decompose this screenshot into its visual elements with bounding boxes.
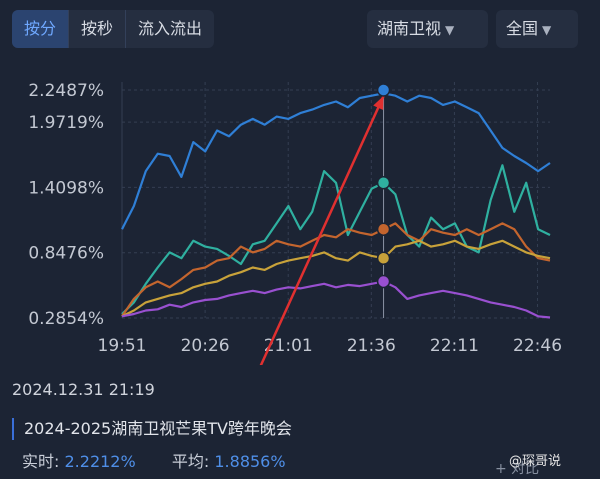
y-tick-label: 1.9719% bbox=[28, 113, 104, 133]
channel-select-label: 湖南卫视 bbox=[377, 19, 442, 38]
region-select-label: 全国 bbox=[506, 19, 539, 38]
x-tick-label: 19:51 bbox=[98, 336, 147, 356]
annotation-arrow bbox=[259, 95, 385, 365]
series-line-yellow bbox=[121, 239, 551, 318]
series-line-purple bbox=[121, 280, 551, 319]
x-tick-label: 22:46 bbox=[513, 336, 562, 356]
caret-down-icon: ▼ bbox=[445, 23, 455, 37]
channel-select[interactable]: 湖南卫视 ▼ bbox=[367, 10, 488, 48]
marker-orange bbox=[376, 222, 391, 236]
ratings-line-chart[interactable]: 2.2487% 1.9719% 1.4098% 0.8476% 0.2854% 19:5… bbox=[0, 60, 600, 365]
y-axis-ticks: 2.2487% 1.9719% 1.4098% 0.8476% 0.2854% bbox=[28, 81, 104, 329]
x-tick-label: 22:11 bbox=[430, 336, 479, 356]
tab-inflow-outflow[interactable]: 流入流出 bbox=[138, 19, 203, 38]
x-axis-ticks: 19:51 20:26 21:01 21:36 22:11 22:46 bbox=[98, 336, 563, 356]
marker-blue bbox=[376, 83, 391, 97]
realtime-label: 实时: bbox=[22, 452, 60, 471]
stats-row: 实时: 2.2212% 平均: 1.8856% bbox=[22, 448, 286, 472]
x-tick-label: 21:01 bbox=[264, 336, 313, 356]
compare-button[interactable]: + 对比 bbox=[495, 461, 540, 477]
arrow-head bbox=[373, 96, 384, 110]
series-line-blue bbox=[121, 92, 551, 230]
arrow-shaft bbox=[259, 95, 385, 365]
watermark: @琛哥说 bbox=[509, 454, 562, 469]
average-label: 平均: bbox=[171, 452, 210, 471]
series-lines bbox=[121, 92, 551, 319]
x-tick-label: 21:36 bbox=[347, 336, 396, 356]
realtime-value: 2.2212% bbox=[64, 452, 136, 471]
region-select[interactable]: 全国 ▼ bbox=[496, 10, 578, 48]
marker-purple bbox=[376, 274, 391, 289]
series-line-teal bbox=[121, 164, 551, 315]
tab-by-minute[interactable]: 按分 bbox=[12, 10, 70, 48]
series-markers bbox=[376, 83, 391, 289]
marker-teal bbox=[376, 176, 391, 190]
marker-yellow bbox=[376, 251, 391, 265]
timestamp: 2024.12.31 21:19 bbox=[12, 380, 155, 399]
series-line-orange bbox=[121, 222, 551, 317]
program-title: 2024-2025湖南卫视芒果TV跨年晚会 bbox=[12, 418, 292, 440]
tab-by-second[interactable]: 按秒 bbox=[69, 10, 127, 48]
y-tick-label: 0.2854% bbox=[28, 309, 104, 329]
y-tick-label: 0.8476% bbox=[28, 244, 104, 264]
caret-down-icon: ▼ bbox=[542, 23, 552, 37]
average-value: 1.8856% bbox=[214, 452, 286, 471]
y-tick-label: 2.2487% bbox=[28, 81, 104, 101]
x-tick-label: 20:26 bbox=[181, 336, 230, 356]
y-tick-label: 1.4098% bbox=[28, 178, 104, 198]
granularity-tabs: 按分 按秒 流入流出 bbox=[12, 10, 215, 48]
